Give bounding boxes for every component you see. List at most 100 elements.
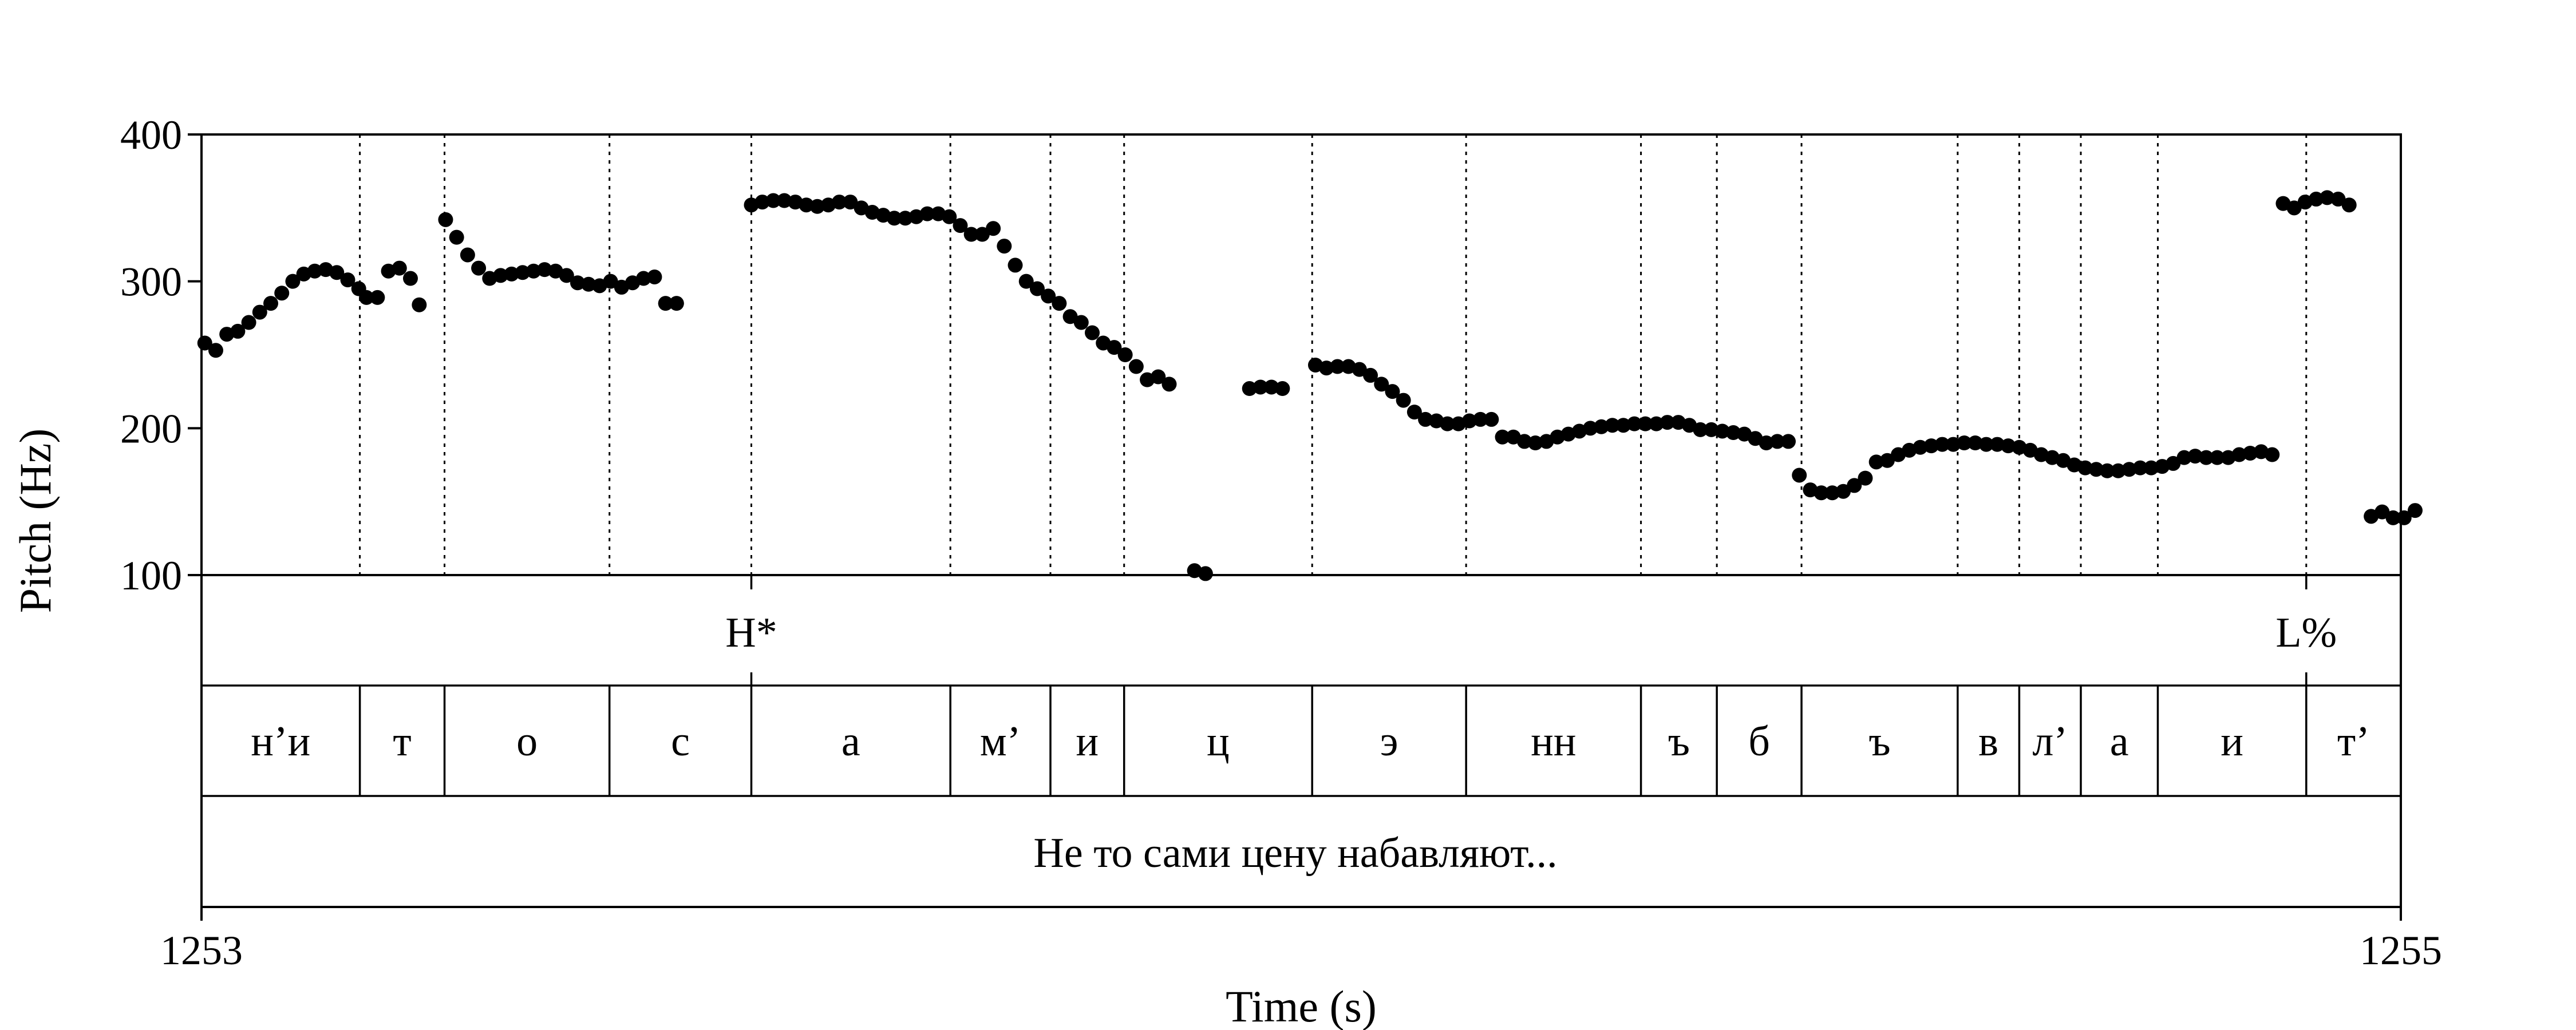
pitch-point (526, 263, 542, 279)
x-axis-title: Time (s) (1226, 981, 1377, 1030)
pitch-point (832, 195, 847, 210)
x-tick-label: 1255 (2360, 928, 2442, 973)
pitch-point (1967, 435, 1983, 450)
pitch-point (285, 274, 301, 289)
segment-label: с (671, 718, 690, 765)
pitch-point (603, 274, 618, 289)
segment-label: т’ (2337, 718, 2370, 765)
pitch-point (1018, 274, 1034, 289)
pitch-point (843, 195, 858, 210)
pitch-point (1858, 470, 1873, 486)
y-tick-label: 100 (120, 553, 182, 599)
pitch-point (2187, 449, 2203, 464)
pitch-point (1868, 454, 1884, 470)
pitch-point (1495, 429, 1510, 445)
segment-label: л’ (2032, 718, 2068, 765)
pitch-point (274, 286, 290, 301)
pitch-point (2374, 504, 2390, 520)
pitch-point (1041, 288, 1056, 304)
pitch-point (1406, 405, 1422, 420)
y-tick-label: 300 (120, 259, 182, 305)
pitch-point (1934, 437, 1950, 452)
pitch-point (1792, 468, 1807, 483)
pitch-point (1946, 437, 1961, 452)
pitch-point (963, 227, 979, 242)
pitch-point (1374, 377, 1389, 392)
pitch-point (1978, 437, 1994, 452)
pitch-point (1649, 416, 1664, 431)
pitch-point (402, 271, 418, 286)
segment-label: б (1748, 718, 1770, 765)
segment-label: н’и (251, 718, 310, 765)
pitch-point (307, 263, 322, 279)
pitch-point (252, 304, 267, 320)
pitch-point (359, 290, 374, 305)
pitch-point (2111, 463, 2126, 478)
pitch-point (1161, 377, 1177, 392)
pitch-point (2210, 450, 2225, 465)
pitch-point (340, 272, 355, 288)
pitch-point (1073, 315, 1089, 330)
pitch-point (449, 229, 464, 245)
pitch-point (2309, 191, 2324, 207)
segment-label: в (1978, 718, 1998, 765)
pitch-point (1605, 418, 1620, 433)
pitch-point (1062, 309, 1078, 324)
pitch-point (669, 296, 684, 311)
pitch-point (2341, 197, 2357, 213)
pitch-point (2143, 460, 2159, 476)
pitch-point (974, 227, 990, 242)
segment-label: а (2110, 718, 2129, 765)
tone-label: H* (725, 609, 777, 656)
segment-label: и (1076, 718, 1099, 765)
pitch-point (1638, 416, 1653, 431)
segment-label: о (516, 718, 538, 765)
pitch-point (2077, 460, 2093, 476)
tone-label: L% (2275, 609, 2337, 656)
pitch-point (1008, 258, 1023, 273)
pitch-point (471, 260, 487, 276)
pitch-point (754, 195, 770, 210)
pitch-point (2231, 447, 2247, 462)
pitch-point (1264, 379, 1279, 395)
pitch-point (493, 268, 508, 283)
pitch-point (1117, 347, 1133, 362)
pitch-point (559, 268, 574, 283)
pitch-point (1473, 411, 1488, 427)
pitch-point (2320, 190, 2335, 205)
pitch-point (1627, 416, 1642, 431)
pitch-point (1253, 379, 1268, 395)
pitch-point (208, 343, 223, 358)
pitch-point (658, 296, 673, 311)
pitch-point (1440, 416, 1455, 431)
segment-label: э (1380, 718, 1398, 765)
pitch-point (515, 265, 530, 280)
pitch-point (2121, 462, 2137, 477)
pitch-point (1824, 485, 1840, 501)
pitch-points (197, 190, 2423, 581)
x-tick-label: 1253 (160, 928, 243, 973)
pitch-point (1989, 437, 2005, 452)
pitch-point (898, 211, 913, 226)
pitch-point (370, 290, 385, 305)
pitch-point (230, 323, 246, 339)
pitch-point (647, 269, 662, 284)
pitch-point (1594, 419, 1609, 434)
pitch-point (263, 296, 279, 311)
pitch-point (1693, 422, 1708, 437)
pitch-point (887, 211, 902, 226)
pitch-point (1319, 360, 1334, 376)
pitch-point (1363, 367, 1378, 383)
segment-label: и (2221, 718, 2243, 765)
pitch-point (1913, 439, 1928, 455)
segment-label: т (393, 718, 411, 765)
pitch-point (1879, 453, 1895, 468)
segment-label: м’ (980, 718, 1021, 765)
pitch-point (2407, 503, 2423, 518)
pitch-point (2001, 438, 2016, 454)
pitch-point (1516, 434, 1532, 449)
segment-boundary-lines (359, 134, 2308, 575)
pitch-point (2385, 510, 2401, 525)
pitch-point (504, 266, 519, 282)
pitch-point (2198, 450, 2214, 465)
